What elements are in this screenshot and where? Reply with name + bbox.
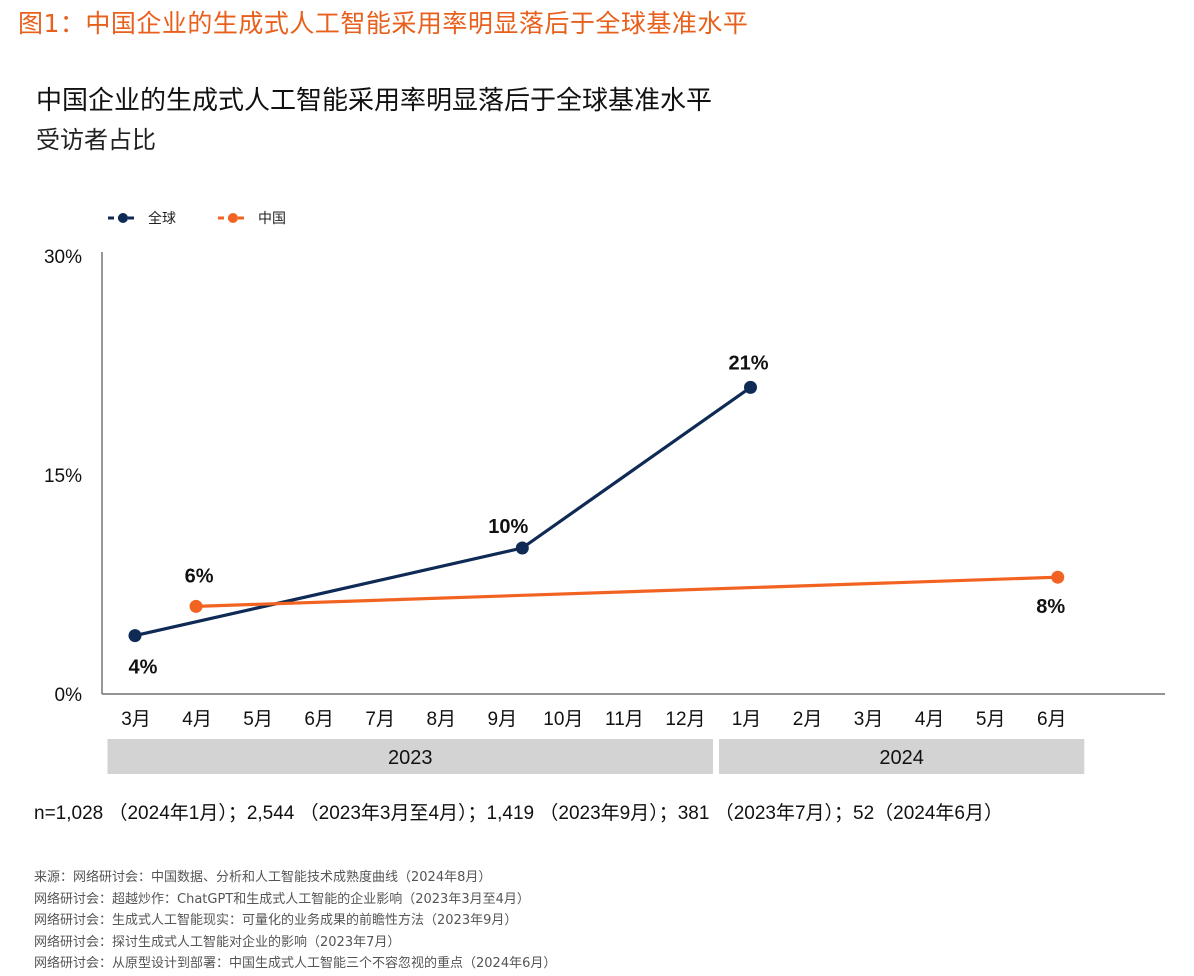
x-tick-label: 9月 [488, 709, 518, 730]
legend-item-china: 中国 [218, 211, 286, 227]
data-point [515, 541, 529, 555]
year-band [107, 739, 713, 774]
legend-label-china: 中国 [258, 211, 286, 227]
x-tick-label: 6月 [304, 709, 334, 730]
line-chart: 全球 中国 0% 15% 30% 3月 4月 5月 6月 7月 8月 9月 10月 11月 12月 1月… [44, 210, 1165, 774]
data-label: 4% [129, 657, 158, 679]
x-tick-label: 2月 [793, 709, 823, 730]
source-line: 网络研讨会：超越炒作：ChatGPT和生成式人工智能的企业影响（2023年3月至… [34, 891, 530, 907]
data-point [189, 599, 203, 613]
sample-size-note: n=1,028 （2024年1月）；2,544 （2023年3月至4月）；1,4… [34, 803, 1003, 824]
data-label: 6% [185, 565, 214, 587]
x-tick-label: 11月 [605, 709, 644, 730]
x-tick-label: 3月 [854, 709, 884, 730]
legend-marker-china [228, 213, 238, 223]
x-tick-label: 5月 [243, 709, 273, 730]
source-line: 来源：网络研讨会：中国数据、分析和人工智能技术成熟度曲线（2024年8月） [34, 870, 492, 885]
year-band [718, 739, 1085, 774]
legend-marker-global [118, 213, 128, 223]
x-tick-label: 8月 [426, 709, 456, 730]
data-label: 21% [728, 352, 768, 374]
source-line: 网络研讨会：探讨生成式人工智能对企业的影响（2023年7月） [34, 934, 401, 950]
source-line: 网络研讨会：从原型设计到部署：中国生成式人工智能三个不容忽视的重点（2024年6… [34, 956, 557, 971]
x-tick-label: 5月 [976, 709, 1006, 730]
data-label: 10% [488, 516, 528, 538]
figure-label: 图1：中国企业的生成式人工智能采用率明显落后于全球基准水平 [18, 9, 749, 38]
x-tick-label: 3月 [121, 709, 151, 730]
data-point [744, 380, 757, 394]
series-line-china [195, 575, 1058, 608]
chart-subtitle: 受访者占比 [36, 126, 156, 154]
data-point [128, 629, 142, 643]
x-tick-label: 4月 [182, 709, 212, 730]
x-tick-label: 6月 [1037, 709, 1067, 730]
data-point [1051, 570, 1065, 584]
chart-title: 中国企业的生成式人工智能采用率明显落后于全球基准水平 [36, 86, 713, 116]
legend-label-global: 全球 [148, 210, 176, 227]
sources-list: 来源：网络研讨会：中国数据、分析和人工智能技术成熟度曲线（2024年8月） 网络… [34, 867, 556, 975]
series-layer: 4% 10% 21% 6% 8% [128, 352, 1065, 679]
y-tick-label: 30% [44, 247, 82, 268]
year-bands: 2023 2024 [107, 739, 1085, 774]
x-axis: 3月 4月 5月 6月 7月 8月 9月 10月 11月 12月 1月 2月 3月 4月 5月 6月 [121, 709, 1066, 730]
legend-item-global: 全球 [108, 210, 176, 227]
x-tick-label: 12月 [665, 709, 705, 730]
x-tick-label: 1月 [732, 709, 762, 730]
x-tick-label: 10月 [543, 709, 583, 730]
x-tick-label: 7月 [365, 709, 395, 730]
legend: 全球 中国 [108, 210, 286, 227]
x-tick-label: 4月 [915, 709, 945, 730]
source-line: 网络研讨会：生成式人工智能现实：可量化的业务成果的前瞻性方法（2023年9月） [34, 913, 518, 928]
y-tick-label: 15% [44, 466, 82, 487]
y-tick-label: 0% [55, 685, 83, 706]
year-label: 2024 [879, 747, 924, 769]
axes: 0% 15% 30% [44, 247, 1165, 706]
data-label: 8% [1036, 596, 1065, 618]
year-label: 2023 [388, 747, 433, 769]
